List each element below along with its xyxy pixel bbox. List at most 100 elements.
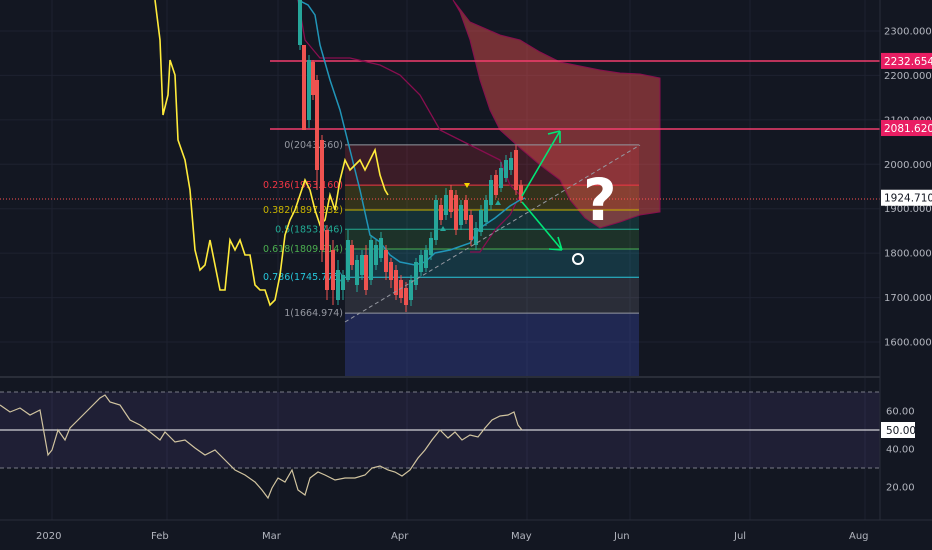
candle-up [419,255,423,272]
price-badge [881,52,932,69]
candle-down [331,250,335,290]
fib-level-label: 0(2043.560) [284,140,343,151]
signal-marker [440,226,446,231]
candle-up [434,200,438,240]
candle-down [325,230,329,290]
bullish-arrow [521,130,561,197]
price-tick-label: 1600.000 [884,338,932,349]
candle-down [350,245,354,265]
chart-grid [0,0,880,520]
rsi-current-badge [881,422,915,438]
price-tick-label: 1700.000 [884,293,932,304]
price-badge [881,189,932,206]
fib-zone [345,229,639,250]
candle-up [374,245,378,265]
projection-arrows [521,130,563,251]
price-tick-label: 2000.000 [884,160,932,171]
price-line [154,0,389,307]
candle-down [394,270,398,295]
candle-up [409,280,413,300]
candle-up [341,275,345,290]
candle-down [454,195,458,230]
candle-up [509,158,513,170]
candle-down [364,255,368,290]
signal-marker [495,200,501,205]
moving-average-line [297,0,526,266]
price-badge-label: 2081.620 [884,123,932,135]
rsi-tick-label: 40.00 [886,445,915,456]
candle-down [384,250,388,272]
candle-up [307,60,311,120]
candle-up [429,238,433,255]
candle-down [464,200,468,220]
candle-up [474,228,478,245]
fib-zone [345,144,639,186]
fib-level-label: 0.786(1745.775) [263,272,343,283]
candle-up [484,200,488,222]
time-tick-label: Jul [733,531,746,542]
fib-trendline [344,144,641,323]
candle-down [449,190,453,212]
candle-up [336,270,340,300]
kijun-line [297,0,521,253]
candle-up [444,195,448,215]
candle-up [355,260,359,285]
candle-down [519,185,523,200]
candle-up [414,262,418,285]
price-axis-badges: 2232.654 2081.620 1924.710 [881,52,932,206]
candle-down [320,140,324,250]
candle-down [469,215,473,240]
time-tick-label: Jun [613,531,630,542]
rsi-line [0,394,523,500]
time-tick-label: Feb [151,531,169,542]
time-axis-labels: 2020 Feb Mar Apr May Jun Jul Aug [36,531,869,542]
candle-up [298,0,302,45]
candle-down [404,288,408,305]
fib-level-label: 0.5(1853.746) [275,224,343,235]
price-badge-label: 1924.710 [884,193,932,205]
time-axis[interactable] [0,520,932,550]
time-tick-label: 2020 [36,531,61,542]
rsi-axis-labels: 60.00 40.00 20.00 [886,407,915,494]
price-tick-label: 2300.000 [884,27,932,38]
candle-down [302,45,306,130]
candle-down [399,280,403,298]
candle-down [439,205,443,220]
candle-down [315,80,319,170]
time-tick-label: Apr [391,531,409,542]
candle-up [459,205,463,225]
candle-up [489,180,493,205]
candle-up [479,210,483,232]
candle-up [360,255,364,275]
candle-down [389,262,393,280]
time-tick-label: May [511,531,532,542]
candlestick-series[interactable] [298,0,523,312]
price-badge [881,120,932,137]
rsi-current-label: 50.00 [886,425,916,437]
candle-up [369,240,373,280]
candle-down [514,150,518,190]
price-tick-label: 1900.000 [884,204,932,215]
candle-down [311,62,315,95]
question-mark-dot [572,253,584,265]
fib-level-label: 0.382(1897.232) [263,205,343,216]
candle-down [494,175,498,195]
rsi-tick-label: 20.00 [886,483,915,494]
candle-up [504,160,508,178]
fib-level-label: 0.618(1809.214) [263,244,343,255]
time-tick-label: Aug [849,531,869,542]
price-tick-label: 2200.000 [884,71,932,82]
fib-zone-extension [345,313,639,376]
candle-up [424,250,428,268]
rsi-tick-label: 60.00 [886,407,915,418]
price-badge-label: 2232.654 [884,56,932,68]
candle-up [346,240,350,280]
price-tick-label: 1800.000 [884,249,932,260]
fib-level-label: 1(1664.974) [284,308,343,319]
bearish-arrow [521,201,563,251]
fib-retracement-zones[interactable] [345,144,639,376]
time-tick-label: Mar [262,531,282,542]
candle-up [499,168,503,188]
